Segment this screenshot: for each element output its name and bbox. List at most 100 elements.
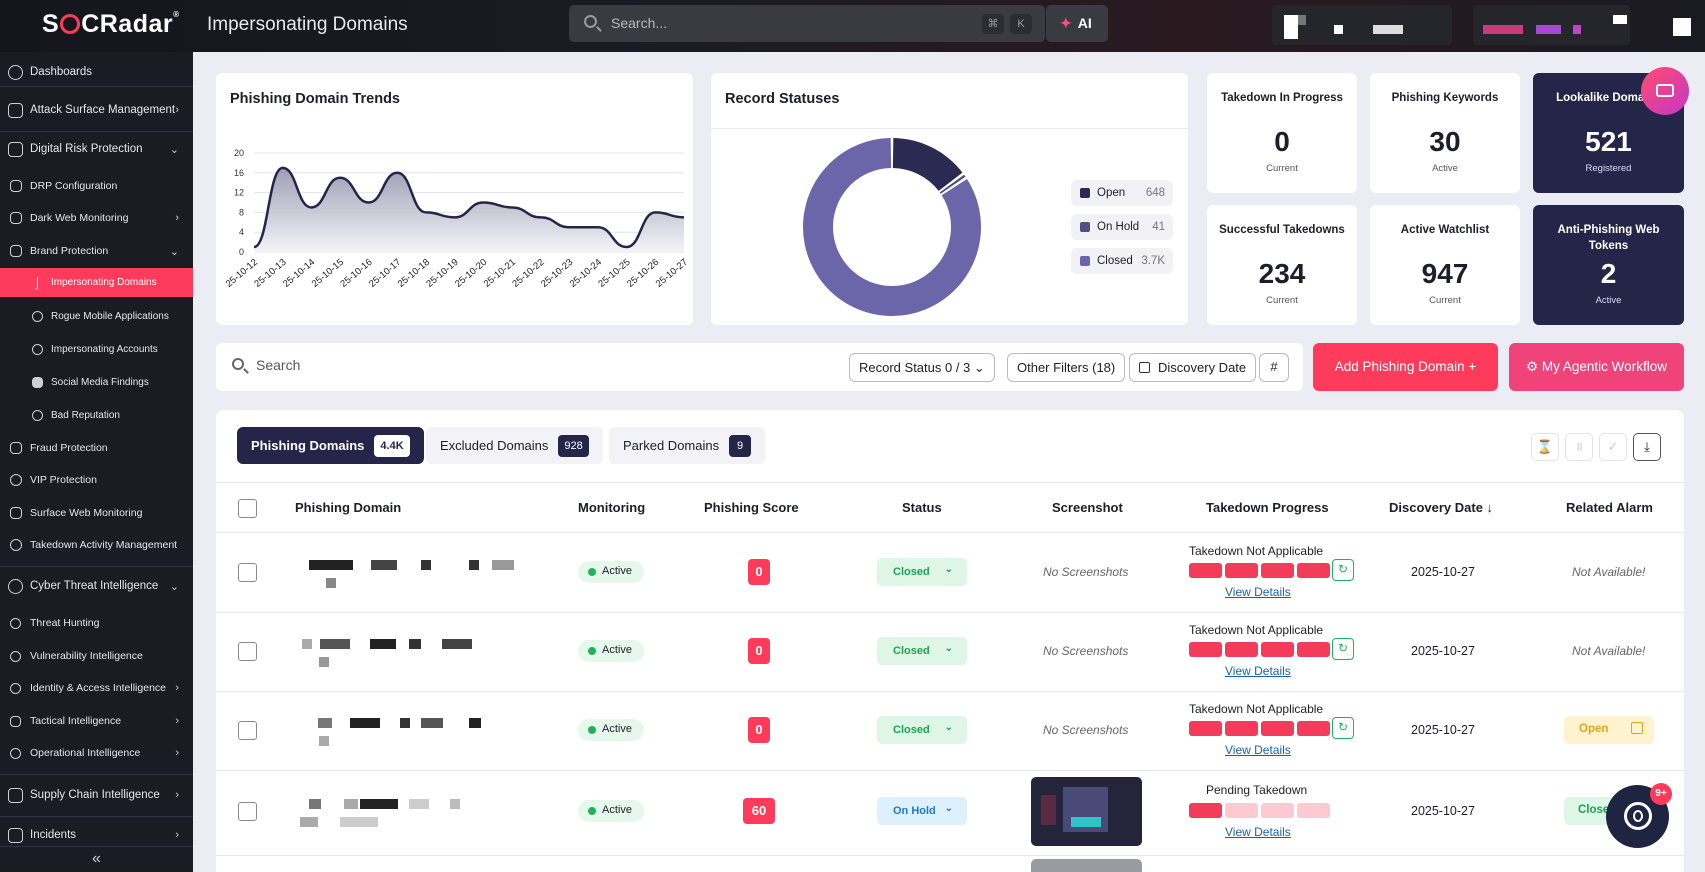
screenshot-thumbnail[interactable] bbox=[1031, 777, 1142, 846]
organization-menu[interactable] bbox=[1473, 5, 1630, 45]
col-discovery-date[interactable]: Discovery Date ↓ bbox=[1389, 500, 1494, 515]
sidebar-item-incidents[interactable]: Incidents › bbox=[0, 820, 193, 850]
sidebar-item-vip-protection[interactable]: VIP Protection bbox=[0, 465, 193, 495]
sidebar-item-bad-reputation[interactable]: Bad Reputation bbox=[0, 400, 193, 430]
record-status-filter[interactable]: Record Status 0 / 3 ⌄ bbox=[849, 353, 995, 382]
y-tick-label: 16 bbox=[234, 168, 244, 178]
legend-on-hold[interactable]: On Hold 41 bbox=[1071, 214, 1173, 240]
sidebar-item-rogue-mobile[interactable]: Rogue Mobile Applications bbox=[0, 301, 193, 331]
y-tick-label: 8 bbox=[239, 207, 244, 217]
tab-phishing-domains[interactable]: Phishing Domains 4.4K bbox=[237, 427, 424, 464]
refresh-icon[interactable]: ↻ bbox=[1332, 559, 1354, 581]
sidebar-item-vulnerability[interactable]: Vulnerability Intelligence bbox=[0, 641, 193, 671]
legend-open[interactable]: Open 648 bbox=[1071, 180, 1173, 206]
global-search-input[interactable]: Search... ⌘ K bbox=[569, 5, 1045, 42]
refresh-icon[interactable]: ↻ bbox=[1332, 638, 1354, 660]
row-checkbox[interactable] bbox=[238, 802, 257, 821]
sidebar-item-brand-protection[interactable]: Brand Protection ⌄ bbox=[0, 236, 193, 266]
hourglass-icon[interactable]: ⌛ bbox=[1531, 433, 1559, 461]
sidebar-item-supply-chain[interactable]: Supply Chain Intelligence › bbox=[0, 780, 193, 810]
sidebar-item-identity-access[interactable]: Identity & Access Intelligence › bbox=[0, 673, 193, 703]
view-details-link[interactable]: View Details bbox=[1225, 664, 1291, 678]
stat-phishing-keywords[interactable]: Phishing Keywords 30 Active bbox=[1370, 73, 1520, 193]
check-icon[interactable]: ✓ bbox=[1599, 433, 1627, 461]
col-phishing-domain[interactable]: Phishing Domain bbox=[295, 500, 402, 515]
identity-icon bbox=[10, 682, 21, 694]
view-details-link[interactable]: View Details bbox=[1225, 743, 1291, 757]
stat-active-watchlist[interactable]: Active Watchlist 947 Current bbox=[1370, 205, 1520, 325]
row-checkbox[interactable] bbox=[238, 563, 257, 582]
status-dropdown[interactable]: Closed ⌄ bbox=[877, 716, 967, 744]
col-phishing-score[interactable]: Phishing Score bbox=[704, 500, 799, 515]
donut-slice-on-hold[interactable] bbox=[939, 174, 966, 194]
phishing-score: 0 bbox=[748, 559, 770, 585]
status-dropdown[interactable]: Closed ⌄ bbox=[877, 558, 967, 586]
sidebar-item-impersonating-accounts[interactable]: Impersonating Accounts bbox=[0, 334, 193, 364]
col-screenshot[interactable]: Screenshot bbox=[1052, 500, 1123, 515]
fraud-icon bbox=[10, 442, 22, 454]
legend-closed[interactable]: Closed 3.7K bbox=[1071, 248, 1173, 274]
socradar-logo[interactable]: S CRadar® bbox=[42, 10, 180, 38]
col-monitoring[interactable]: Monitoring bbox=[578, 500, 646, 515]
table-row[interactable]: Active 0 Closed ⌄ No Screenshots Takedown… bbox=[216, 613, 1684, 692]
sidebar-item-cyber-threat[interactable]: Cyber Threat Intelligence ⌄ bbox=[0, 571, 193, 601]
trend-chart: 04812162025-10-1225-10-1325-10-1425-10-1… bbox=[224, 148, 690, 290]
sidebar-item-impersonating-domains[interactable]: ⌡ Impersonating Domains bbox=[0, 268, 193, 297]
sidebar-item-takedown-activity[interactable]: Takedown Activity Management bbox=[0, 530, 193, 560]
supply-chain-icon bbox=[8, 787, 23, 803]
chat-icon bbox=[1624, 802, 1652, 830]
col-status[interactable]: Status bbox=[902, 500, 942, 515]
status-dropdown[interactable]: On Hold ⌄ bbox=[877, 797, 967, 825]
stat-takedown-in-progress[interactable]: Takedown In Progress 0 Current bbox=[1207, 73, 1357, 193]
stat-successful-takedowns[interactable]: Successful Takedowns 234 Current bbox=[1207, 205, 1357, 325]
col-takedown-progress[interactable]: Takedown Progress bbox=[1206, 500, 1329, 515]
sidebar-item-drp-configuration[interactable]: DRP Configuration bbox=[0, 171, 193, 201]
user-menu[interactable] bbox=[1272, 5, 1452, 45]
screenshot-thumbnail[interactable] bbox=[1031, 859, 1142, 872]
donut-slice-open[interactable] bbox=[892, 138, 963, 192]
sidebar-item-surface-web[interactable]: Surface Web Monitoring bbox=[0, 498, 193, 528]
sidebar-item-operational[interactable]: Operational Intelligence › bbox=[0, 738, 193, 768]
stat-anti-phishing-tokens[interactable]: Anti-Phishing Web Tokens 2 Active bbox=[1533, 205, 1684, 325]
discovery-date: 2025-10-27 bbox=[1411, 565, 1475, 579]
tab-parked-domains[interactable]: Parked Domains 9 bbox=[609, 427, 766, 464]
discovery-date: 2025-10-27 bbox=[1411, 723, 1475, 737]
table-row[interactable]: Active 60 On Hold ⌄ Pending Takedown View… bbox=[216, 771, 1684, 855]
table-row[interactable]: Active 0 Closed ⌄ No Screenshots Takedown… bbox=[216, 533, 1684, 612]
collapse-sidebar-button[interactable]: « bbox=[0, 846, 193, 872]
no-screenshot-text: No Screenshots bbox=[1043, 565, 1129, 579]
status-dropdown[interactable]: Closed ⌄ bbox=[877, 637, 967, 665]
refresh-icon[interactable]: ↻ bbox=[1332, 717, 1354, 739]
add-phishing-domain-button[interactable]: Add Phishing Domain + bbox=[1313, 343, 1498, 391]
sidebar-item-social-media[interactable]: Social Media Findings bbox=[0, 367, 193, 397]
row-checkbox[interactable] bbox=[238, 642, 257, 661]
sidebar-item-threat-hunting[interactable]: Threat Hunting bbox=[0, 608, 193, 638]
sidebar-item-dashboards[interactable]: Dashboards bbox=[0, 57, 193, 87]
other-filters-button[interactable]: Other Filters (18) bbox=[1007, 353, 1126, 382]
config-icon bbox=[10, 180, 22, 192]
agentic-workflow-button[interactable]: ⚙ My Agentic Workflow bbox=[1509, 343, 1684, 391]
sidebar-item-dark-web[interactable]: Dark Web Monitoring › bbox=[0, 203, 193, 233]
card-icon-button[interactable] bbox=[1641, 67, 1689, 115]
hash-filter-button[interactable]: # bbox=[1259, 353, 1289, 382]
view-details-link[interactable]: View Details bbox=[1225, 585, 1291, 599]
view-details-link[interactable]: View Details bbox=[1225, 825, 1291, 839]
table-search-input[interactable]: Search bbox=[232, 357, 300, 373]
sidebar-item-digital-risk[interactable]: Digital Risk Protection ⌄ bbox=[0, 134, 193, 164]
col-related-alarm[interactable]: Related Alarm bbox=[1566, 500, 1653, 515]
pause-icon[interactable]: ॥ bbox=[1565, 433, 1593, 461]
row-checkbox[interactable] bbox=[238, 721, 257, 740]
chevron-down-icon: ⌄ bbox=[944, 643, 953, 654]
grid-menu-icon[interactable] bbox=[1673, 18, 1691, 36]
sidebar-item-tactical[interactable]: Tactical Intelligence › bbox=[0, 706, 193, 736]
sidebar-item-attack-surface[interactable]: Attack Surface Management › bbox=[0, 95, 193, 125]
select-all-checkbox[interactable] bbox=[238, 499, 257, 518]
alarm-open-badge[interactable]: Open bbox=[1564, 716, 1654, 744]
ai-button[interactable]: ✦ AI bbox=[1046, 5, 1108, 42]
discovery-date-filter[interactable]: Discovery Date bbox=[1129, 353, 1257, 382]
table-row[interactable]: Active 0 Closed ⌄ No Screenshots Takedown… bbox=[216, 692, 1684, 771]
sidebar-item-fraud-protection[interactable]: Fraud Protection bbox=[0, 433, 193, 463]
donut-slice-closed[interactable] bbox=[803, 138, 981, 316]
tab-excluded-domains[interactable]: Excluded Domains 928 bbox=[426, 427, 603, 464]
download-icon[interactable]: ⤓ bbox=[1633, 433, 1661, 461]
